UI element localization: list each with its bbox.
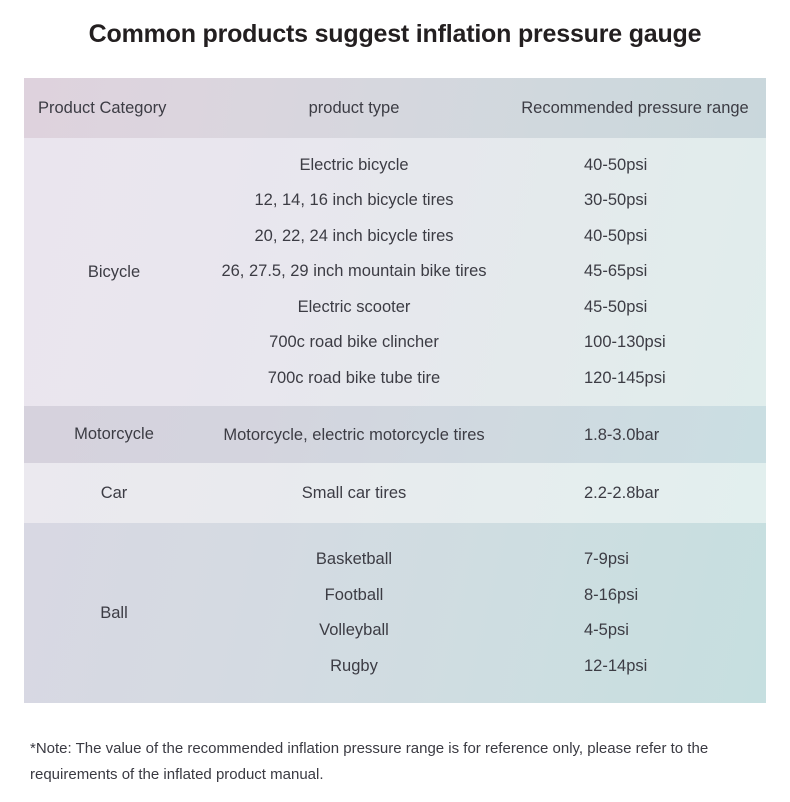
product-type-list: Basketball Football Volleyball Rugby	[316, 542, 392, 684]
table-row: Car Small car tires 2.2-2.8bar	[24, 463, 766, 523]
pressure-item: 1.8-3.0bar	[584, 425, 660, 444]
pressure-item: 8-16psi	[584, 585, 639, 604]
footnote-note: *Note: The value of the recommended infl…	[30, 740, 709, 783]
product-type-item: 26, 27.5, 29 inch mountain bike tires	[221, 262, 487, 281]
pressure-item: 7-9psi	[584, 550, 629, 568]
table-row: Motorcycle Motorcycle, electric motorcyc…	[24, 406, 766, 463]
product-type-item: 700c road bike tube tire	[267, 368, 441, 387]
product-type-item: Motorcycle, electric motorcycle tires	[223, 425, 485, 444]
category-cell-ball: Ball	[24, 523, 204, 703]
table-section-ball: Ball Basketball Football Volleyball Rugb…	[24, 523, 766, 703]
product-type-list: Motorcycle, electric motorcycle tires	[223, 422, 484, 448]
product-type-item: Football	[324, 585, 384, 604]
pressure-item: 4-5psi	[584, 621, 629, 639]
product-type-item: Rugby	[330, 656, 378, 675]
category-label: Bicycle	[87, 262, 141, 281]
pressure-item: 40-50psi	[584, 226, 648, 245]
header-pressure-range-label: Recommended pressure range	[521, 98, 749, 117]
pressure-list: 1.8-3.0bar	[584, 422, 659, 448]
header-cell-product-type: product type	[308, 98, 400, 117]
pressure-item: 12-14psi	[584, 656, 648, 675]
category-label: Motorcycle	[74, 425, 154, 443]
table-row: Ball Basketball Football Volleyball Rugb…	[24, 523, 766, 703]
product-type-item: Small car tires	[301, 484, 407, 502]
category-label: Car	[100, 483, 128, 502]
pressure-item: 45-65psi	[584, 262, 648, 281]
page-title: Common products suggest inflation pressu…	[88, 20, 702, 48]
pressure-item: 2.2-2.8bar	[584, 484, 660, 502]
pressure-item: 30-50psi	[584, 191, 648, 210]
product-type-cell-ball: Basketball Football Volleyball Rugby	[204, 523, 504, 703]
product-type-cell-car: Small car tires	[204, 463, 504, 523]
product-type-item: Basketball	[315, 550, 393, 568]
product-type-list: Electric bicycle 12, 14, 16 inch bicycle…	[221, 148, 486, 397]
pressure-list: 2.2-2.8bar	[584, 480, 659, 506]
pressure-item: 120-145psi	[584, 368, 666, 387]
header-cell-category: Product Category	[38, 98, 167, 117]
product-type-item: Electric scooter	[297, 297, 411, 316]
product-type-cell-bicycle: Electric bicycle 12, 14, 16 inch bicycle…	[204, 138, 504, 406]
product-type-list: Small car tires	[302, 480, 407, 506]
category-label: Ball	[100, 603, 128, 622]
pressure-list: 40-50psi 30-50psi 40-50psi 45-65psi 45-5…	[584, 148, 666, 397]
pressure-list: 7-9psi 8-16psi 4-5psi 12-14psi	[584, 542, 647, 684]
category-cell-car: Car	[24, 463, 204, 523]
pressure-item: 40-50psi	[584, 155, 648, 174]
table-row: Bicycle Electric bicycle 12, 14, 16 inch…	[24, 138, 766, 406]
pressure-cell-car: 2.2-2.8bar	[504, 463, 766, 523]
product-type-item: 20, 22, 24 inch bicycle tires	[254, 226, 454, 245]
pressure-cell-motorcycle: 1.8-3.0bar	[504, 406, 766, 463]
category-cell-motorcycle: Motorcycle	[24, 406, 204, 463]
product-type-item: Electric bicycle	[299, 155, 409, 174]
category-cell-bicycle: Bicycle	[24, 138, 204, 406]
table-section-motorcycle: Motorcycle Motorcycle, electric motorcyc…	[24, 406, 766, 463]
product-type-item: Volleyball	[319, 621, 389, 639]
pressure-cell-ball: 7-9psi 8-16psi 4-5psi 12-14psi	[504, 523, 766, 703]
table-header-row: Product Category product type Recommende…	[24, 78, 766, 138]
product-type-cell-motorcycle: Motorcycle, electric motorcycle tires	[204, 406, 504, 463]
header-cell-pressure-range: Recommended pressure range	[504, 78, 766, 138]
product-type-item: 12, 14, 16 inch bicycle tires	[254, 191, 454, 210]
pressure-item: 45-50psi	[584, 297, 648, 316]
pressure-cell-bicycle: 40-50psi 30-50psi 40-50psi 45-65psi 45-5…	[504, 138, 766, 406]
product-type-item: 700c road bike clincher	[269, 333, 439, 352]
pressure-table: Product Category product type Recommende…	[24, 78, 766, 703]
pressure-item: 100-130psi	[584, 333, 666, 352]
table-section-car: Car Small car tires 2.2-2.8bar	[24, 463, 766, 523]
table-section-bicycle: Bicycle Electric bicycle 12, 14, 16 inch…	[24, 138, 766, 406]
